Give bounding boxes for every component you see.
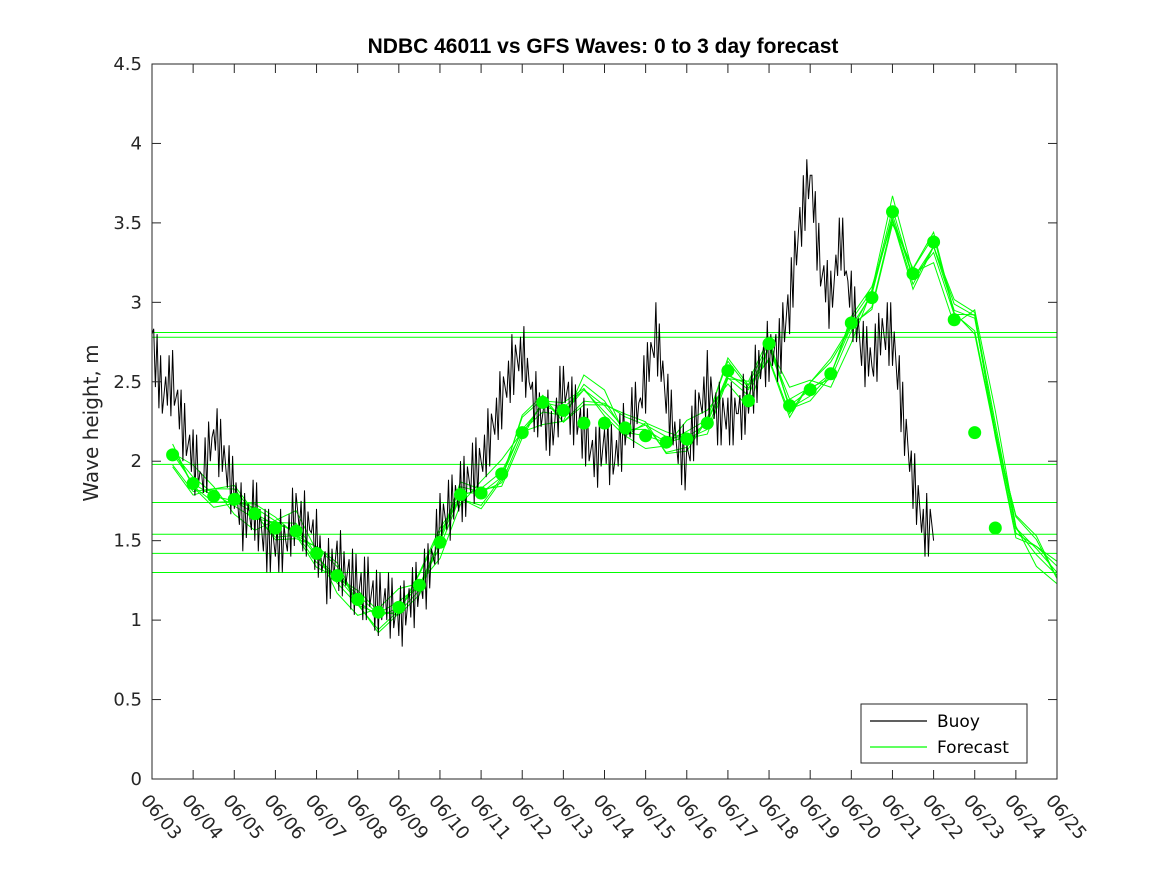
legend-box [860,703,1028,764]
forecast-marker [515,426,529,440]
x-tick-label: 06/18 [753,791,802,844]
y-tick-label: 1.5 [113,531,142,552]
forecast-marker [762,337,776,351]
forecast-markers [166,205,1002,619]
forecast-marker [865,291,879,305]
forecast-marker [556,403,570,417]
forecast-marker [186,477,200,490]
forecast-marker [371,605,385,619]
legend: Buoy Forecast [860,703,1028,764]
x-tick-label: 06/24 [1000,791,1049,844]
legend-label-buoy: Buoy [937,712,980,732]
forecast-marker [392,600,406,614]
x-tick-label: 06/14 [589,791,638,844]
forecast-marker [906,267,920,281]
x-tick-label: 06/03 [136,791,185,844]
forecast-marker [783,399,797,413]
x-tick-label: 06/16 [671,791,720,844]
y-tick-label: 1 [131,610,142,631]
forecast-line [172,206,1058,614]
legend-label-forecast: Forecast [937,738,1009,758]
forecast-marker [207,489,221,503]
x-tick-label: 06/22 [918,791,967,844]
forecast-marker [824,367,838,381]
x-tick-label: 06/05 [218,791,267,844]
forecast-marker [844,316,858,330]
x-tick-label: 06/04 [177,791,226,844]
forecast-marker [968,426,982,440]
forecast-marker [536,395,550,409]
forecast-marker [495,467,509,481]
y-tick-label: 2 [131,451,142,472]
forecast-marker [803,383,817,397]
x-tick-label: 06/19 [794,791,843,844]
x-tick-label: 06/17 [712,791,761,844]
forecast-marker [268,521,282,535]
x-tick-label: 06/10 [424,791,473,844]
forecast-marker [227,492,241,506]
y-axis-label: Wave height, m [79,344,103,501]
forecast-marker [927,235,941,249]
chart-title: NDBC 46011 vs GFS Waves: 0 to 3 day fore… [368,35,839,58]
forecast-marker [700,416,714,430]
forecast-marker [412,578,426,592]
forecast-marker [680,432,694,446]
x-tick-label: 06/07 [301,791,350,844]
forecast-marker [947,313,961,327]
forecast-marker [659,435,673,449]
x-tick-label: 06/20 [835,791,884,844]
forecast-marker [330,569,344,583]
forecast-marker [454,488,467,502]
forecast-marker [310,546,323,560]
x-tick-label: 06/12 [506,791,555,844]
x-tick-label: 06/06 [260,791,309,844]
x-tick-label: 06/08 [342,791,391,844]
y-tick-label: 0.5 [113,690,142,711]
forecast-marker [289,524,303,538]
x-tick-label: 06/15 [630,791,679,844]
forecast-marker [577,416,591,430]
buoy-series-line [151,159,935,647]
forecast-marker [166,448,180,462]
y-axis-ticks: 0 0.5 1 1.5 2 2.5 3 3.5 4 4.5 [113,54,1057,790]
x-tick-label: 06/09 [383,791,432,844]
forecast-marker [618,421,632,435]
x-tick-label: 06/25 [1041,791,1090,844]
y-tick-label: 3 [131,292,142,313]
x-tick-label: 06/21 [877,791,926,844]
forecast-marker [886,205,899,219]
x-tick-label: 06/23 [959,791,1008,844]
forecast-marker [742,394,755,408]
forecast-marker [351,593,365,606]
buoy-line [151,159,935,647]
y-tick-label: 2.5 [113,372,142,393]
x-tick-label: 06/13 [548,791,597,844]
y-tick-label: 0 [131,769,142,790]
y-tick-label: 3.5 [113,213,142,234]
forecast-marker [988,521,1002,535]
forecast-marker [598,416,611,430]
forecast-flat-lines [152,332,1057,573]
y-tick-label: 4 [131,133,142,154]
x-tick-label: 06/11 [465,791,514,844]
forecast-marker [721,364,735,378]
forecast-marker [474,486,488,500]
forecast-marker [248,507,262,521]
y-tick-label: 4.5 [113,54,142,75]
forecast-marker [639,429,653,443]
forecast-marker [433,535,447,549]
